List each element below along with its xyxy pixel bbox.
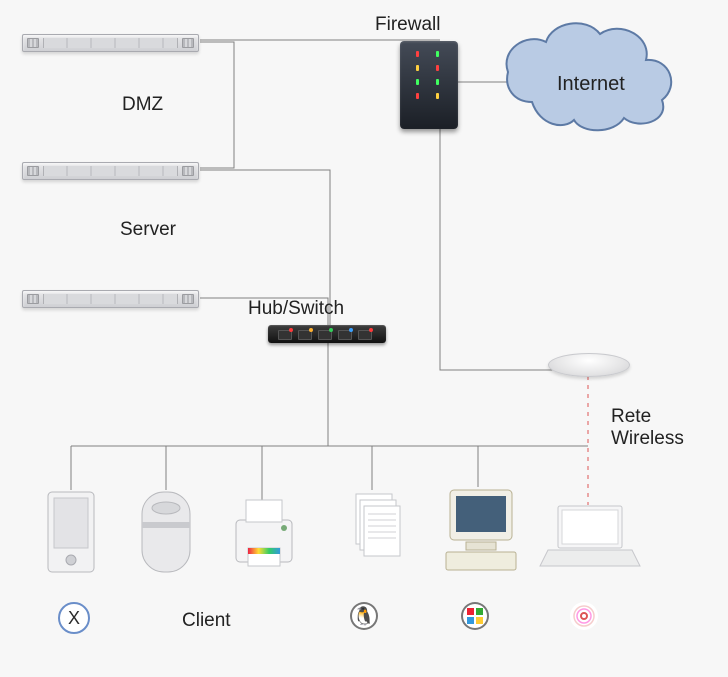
label-firewall: Firewall bbox=[375, 14, 440, 36]
client-paper bbox=[356, 494, 400, 556]
badge-windows bbox=[461, 602, 489, 630]
firewall-device bbox=[400, 41, 458, 129]
badge-linux: 🐧 bbox=[350, 602, 378, 630]
wireless-ap bbox=[548, 353, 630, 377]
client-tower-pc bbox=[48, 492, 94, 572]
label-server: Server bbox=[120, 219, 176, 241]
client-mac-tower bbox=[142, 492, 190, 572]
client-laptop bbox=[540, 506, 640, 566]
client-printer bbox=[236, 500, 292, 566]
label-hubswitch: Hub/Switch bbox=[248, 298, 344, 320]
rack-switch bbox=[22, 290, 199, 308]
hub-switch-device bbox=[268, 325, 386, 343]
badge-osx: X bbox=[58, 602, 90, 634]
label-dmz: DMZ bbox=[122, 94, 163, 116]
badge-wifi bbox=[570, 602, 598, 630]
label-internet: Internet bbox=[557, 73, 625, 96]
label-wireless: Rete Wireless bbox=[611, 406, 684, 450]
rack-dmz bbox=[22, 34, 199, 52]
client-crt-pc bbox=[446, 490, 516, 570]
rack-server bbox=[22, 162, 199, 180]
label-client: Client bbox=[182, 610, 231, 632]
